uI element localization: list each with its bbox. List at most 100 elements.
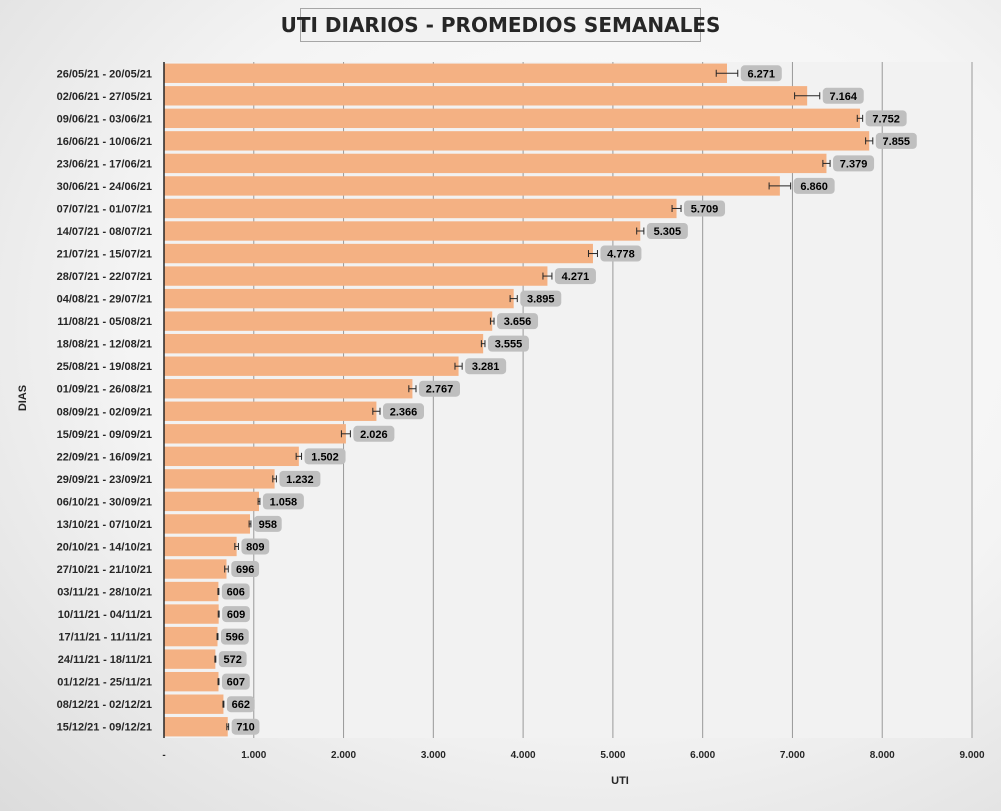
bar [164,86,808,106]
category-label: 13/10/21 - 07/10/21 [57,519,152,531]
bar [164,694,224,714]
bar [164,469,275,489]
x-tick-label: 1.000 [241,750,266,761]
data-label: 572 [224,654,242,666]
data-label-bg [220,628,249,645]
data-label-bg [465,358,507,375]
data-label: 607 [227,677,245,689]
bar [164,536,237,557]
data-label-bg [865,110,907,127]
data-label-bg [218,651,247,668]
data-label: 609 [227,609,245,621]
bar [164,311,493,331]
bar [164,379,413,399]
category-label: 08/12/21 - 02/12/21 [57,699,152,711]
category-label: 29/09/21 - 23/09/21 [57,474,152,486]
data-label-bg [383,403,425,420]
category-label: 23/06/21 - 17/06/21 [57,158,152,170]
category-label: 15/09/21 - 09/09/21 [57,429,152,441]
data-label: 7.164 [829,91,857,103]
data-label-bg [353,425,395,442]
data-label: 4.778 [607,249,635,261]
data-label: 7.752 [872,113,900,125]
chart-title: UTI DIARIOS - PROMEDIOS SEMANALES [281,8,720,42]
data-label-bg [520,290,562,307]
bar [164,491,259,512]
data-label: 1.058 [270,496,298,508]
category-label: 17/11/21 - 11/11/21 [58,632,152,644]
bar [164,514,251,534]
bar [164,649,216,669]
data-label: 696 [236,564,254,576]
data-label: 3.895 [527,294,555,306]
data-label: 2.767 [426,384,454,396]
bar [164,671,219,692]
category-label: 28/07/21 - 22/07/21 [57,271,152,283]
category-label: 01/09/21 - 26/08/21 [57,384,152,396]
data-label: 5.305 [654,226,682,238]
category-label: 01/12/21 - 25/11/21 [57,677,152,689]
data-label-bg [419,380,461,397]
category-label: 30/06/21 - 24/06/21 [57,181,152,193]
data-label: 1.502 [311,451,339,463]
data-label: 6.860 [800,181,828,193]
data-label: 809 [246,541,264,553]
data-label-bg [554,268,596,285]
category-label: 26/05/21 - 20/05/21 [57,68,152,80]
bar [164,63,727,83]
category-label: 15/12/21 - 09/12/21 [57,722,152,734]
x-tick-label: 2.000 [331,750,356,761]
y-axis-title: DIAS [17,385,29,411]
bar [164,626,218,647]
category-label: 03/11/21 - 28/10/21 [57,587,152,599]
data-label: 6.271 [748,68,776,80]
x-tick-label: 5.000 [600,750,625,761]
data-label-bg [231,561,260,577]
category-label: 07/07/21 - 01/07/21 [57,203,152,215]
data-label: 3.281 [472,361,500,373]
data-label: 2.366 [390,406,418,418]
bar [164,198,677,219]
bar [164,401,377,421]
data-label-bg [684,200,726,217]
x-tick-label: 4.000 [511,750,536,761]
data-label: 596 [226,632,244,644]
data-label-bg [822,87,864,104]
x-tick-label: 8.000 [870,750,895,761]
data-label: 2.026 [360,429,388,441]
bar [164,108,860,129]
data-label: 1.232 [286,474,314,486]
x-tick-label: 6.000 [690,750,715,761]
bar [164,266,548,286]
x-tick-label: 3.000 [421,750,446,761]
data-label-bg [221,583,250,600]
data-label-bg [262,493,304,510]
category-label: 22/09/21 - 16/09/21 [57,451,152,463]
bar [164,333,484,354]
data-label-bg [833,155,875,172]
data-label-bg [221,673,250,690]
data-label-bg [497,313,539,330]
data-label-bg [231,718,260,735]
bar [164,243,593,264]
category-label: 18/08/21 - 12/08/21 [57,339,152,351]
category-label: 08/09/21 - 02/09/21 [57,406,152,418]
category-label: 09/06/21 - 03/06/21 [57,113,152,125]
data-label: 710 [236,722,254,734]
data-label-bg [600,245,642,262]
data-label: 7.379 [840,158,868,170]
bar [164,221,641,241]
category-label: 02/06/21 - 27/05/21 [57,91,152,103]
bar [164,604,219,624]
category-label: 10/11/21 - 04/11/21 [58,609,152,621]
data-label: 5.709 [691,203,719,215]
bar [164,424,346,444]
data-label-bg [241,538,270,555]
category-label: 04/08/21 - 29/07/21 [57,294,152,306]
data-label-bg [279,470,321,487]
bar [164,446,299,467]
category-label: 06/10/21 - 30/09/21 [57,496,152,508]
data-label: 662 [232,699,250,711]
data-label-bg [253,515,282,532]
